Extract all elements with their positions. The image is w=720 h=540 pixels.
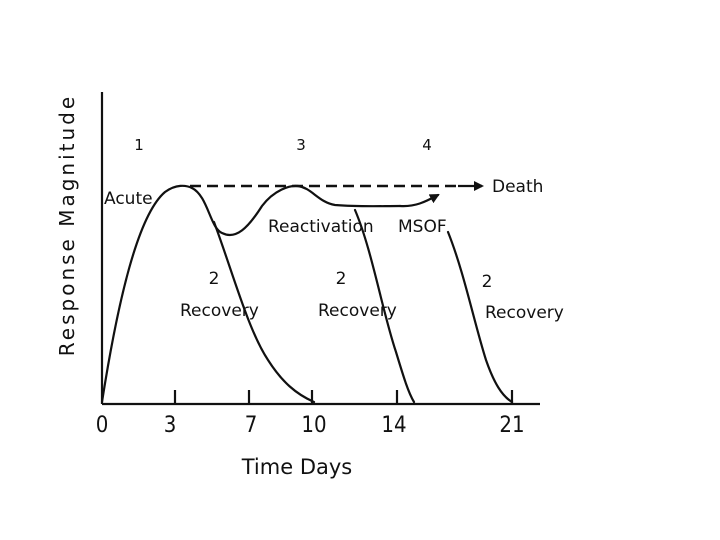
y-axis-title: Response Magnitude <box>55 94 79 356</box>
x-tick-marks <box>173 390 514 404</box>
x-tick-label-10: 10 <box>301 413 326 438</box>
msof-label: MSOF <box>398 217 447 237</box>
recovery-curve-3 <box>446 230 514 404</box>
x-tick-label-14: 14 <box>381 413 406 438</box>
x-tick-label-7: 7 <box>245 413 258 438</box>
acute-label: Acute <box>104 189 153 209</box>
reactivation-label: Reactivation <box>268 217 374 237</box>
x-tick-label-21: 21 <box>499 413 524 438</box>
msof-arrow <box>398 193 440 208</box>
recovery-curve-1 <box>212 220 316 404</box>
recovery-label-1: Recovery <box>180 301 259 321</box>
recovery-label-2: Recovery <box>318 301 397 321</box>
x-tick-label-0: 0 <box>96 413 109 438</box>
dip-and-reactivation-curve <box>190 184 300 236</box>
recovery-number-2: 2 <box>336 269 347 289</box>
x-tick-labels: 0 3 7 10 14 21 <box>96 413 525 438</box>
phase-number-3: 3 <box>296 136 306 154</box>
reactivation-plateau-curve <box>296 184 402 208</box>
death-label: Death <box>492 177 543 197</box>
recovery-label-3: Recovery <box>485 303 564 323</box>
x-axis-title: Time Days <box>241 455 352 479</box>
x-tick-label-3: 3 <box>164 413 177 438</box>
recovery-number-3: 2 <box>482 272 493 292</box>
recovery-curve-2 <box>353 208 416 404</box>
recovery-number-1: 2 <box>209 269 220 289</box>
phase-number-4: 4 <box>422 136 432 154</box>
phase-number-1: 1 <box>134 136 144 154</box>
acute-response-curve <box>100 184 194 404</box>
